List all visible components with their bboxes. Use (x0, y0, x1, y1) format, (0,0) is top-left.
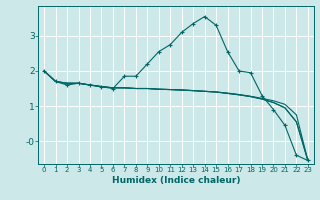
X-axis label: Humidex (Indice chaleur): Humidex (Indice chaleur) (112, 176, 240, 185)
